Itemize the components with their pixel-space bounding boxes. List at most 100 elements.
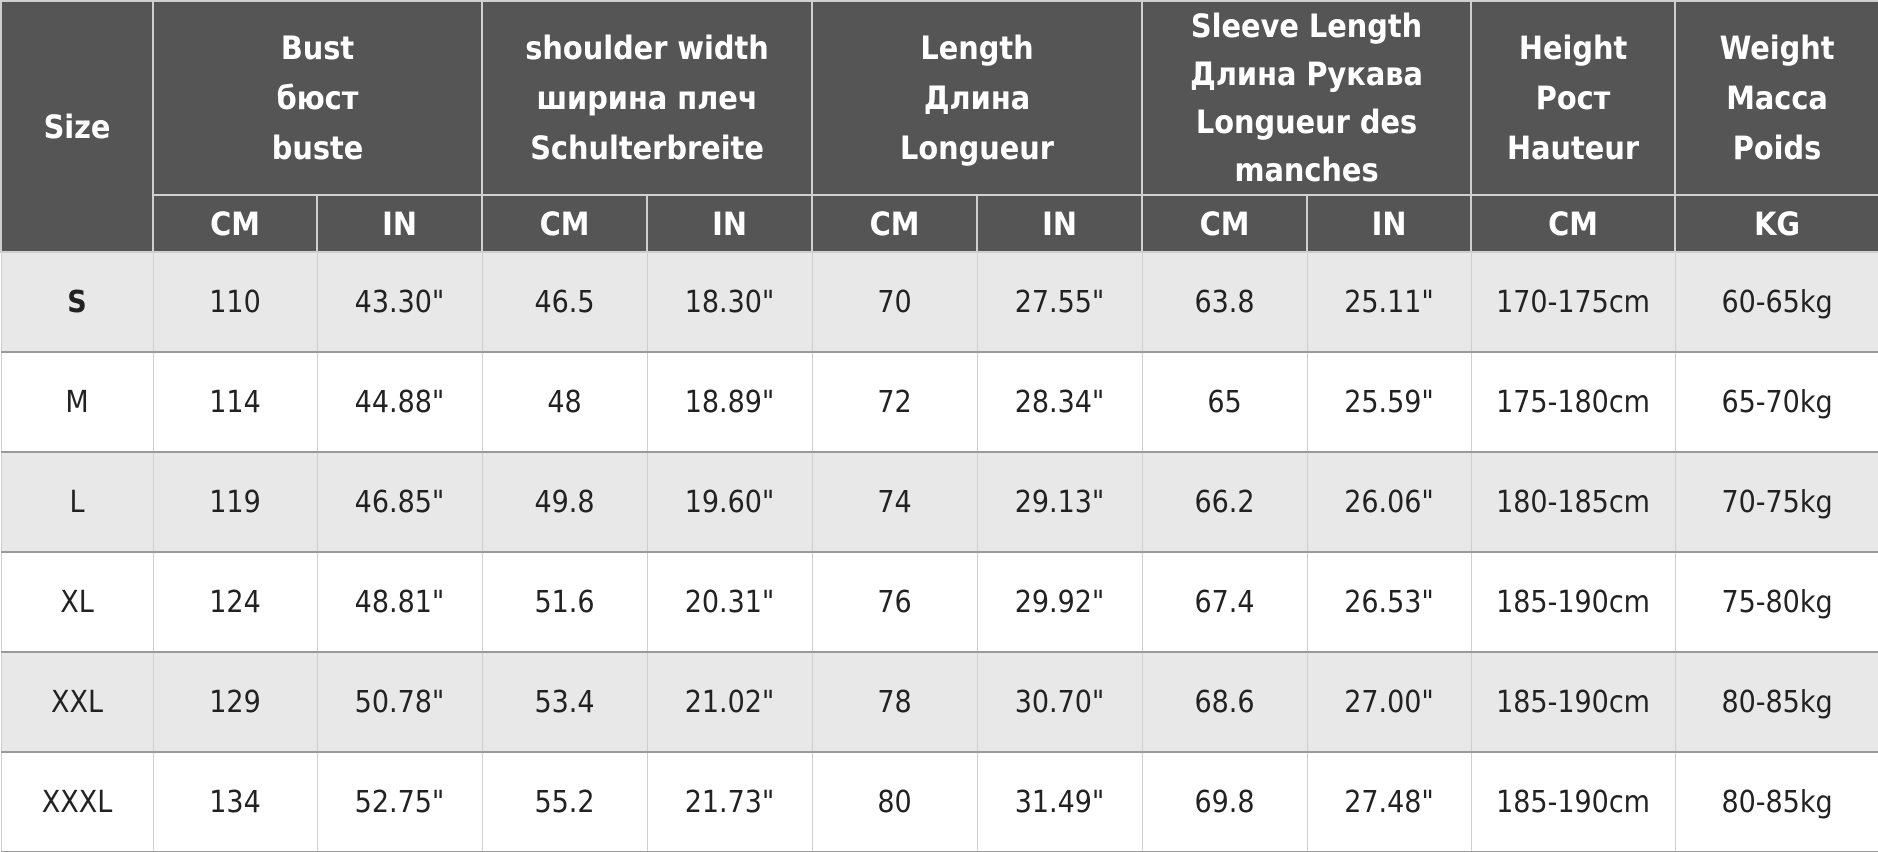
unit-header: IN (1306, 194, 1473, 253)
value-cell: 80-85kg (1674, 651, 1878, 753)
value-cell: 55.2 (481, 751, 648, 852)
data-row: XL 124 48.81" 51.6 20.31" 76 29.92" 67.4 26.53" 1… (0, 551, 1878, 653)
header-line: Длина Рукава (1190, 55, 1423, 93)
value-cell: 18.89" (646, 351, 813, 453)
data-row: L 119 46.85" 49.8 19.60" 74 29.13" 66.2 26.06" 18… (0, 451, 1878, 553)
value-cell: 52.75" (316, 751, 483, 852)
value-cell: 80 (811, 751, 978, 852)
header-line: Bust (280, 29, 355, 67)
value-cell: 27.55" (976, 251, 1143, 353)
header-line: Масса (1726, 79, 1828, 117)
value-cell: 48 (481, 351, 648, 453)
header-line: Sleeve Length (1190, 7, 1423, 45)
value-cell: 170-175cm (1470, 251, 1676, 353)
header-line: Longueur (900, 129, 1054, 167)
unit-header: IN (646, 194, 814, 253)
value-cell: 185-190cm (1470, 751, 1676, 852)
data-row: XXXL 134 52.75" 55.2 21.73" 80 31.49" 69.8 27.48… (0, 751, 1878, 852)
size-cell: M (0, 351, 154, 453)
value-cell: 69.8 (1141, 751, 1308, 852)
size-cell: L (0, 451, 154, 553)
size-cell: XXL (0, 651, 154, 753)
value-cell: 50.78" (316, 651, 483, 753)
value-cell: 129 (152, 651, 318, 753)
group-header: Length Длина Longueur (811, 0, 1144, 196)
value-cell: 60-65kg (1674, 251, 1878, 353)
value-cell: 65 (1141, 351, 1308, 453)
value-cell: 28.34" (976, 351, 1143, 453)
value-cell: 18.30" (646, 251, 813, 353)
size-cell: S (0, 251, 154, 353)
unit-header: KG (1674, 194, 1878, 253)
group-header: shoulder width ширина плеч Schulterbreite (481, 0, 814, 196)
value-cell: 114 (152, 351, 318, 453)
value-cell: 46.85" (316, 451, 483, 553)
value-cell: 76 (811, 551, 978, 653)
header-line: manches (1234, 151, 1379, 189)
value-cell: 134 (152, 751, 318, 852)
value-cell: 74 (811, 451, 978, 553)
value-cell: 19.60" (646, 451, 813, 553)
header-line: бюст (276, 79, 359, 117)
size-header: Size (0, 0, 154, 253)
unit-row: CM IN CM IN CM IN CM IN CM KG (1, 194, 1878, 253)
value-cell: 27.48" (1306, 751, 1472, 852)
value-cell: 25.59" (1306, 351, 1472, 453)
header-line: Weight (1719, 29, 1835, 67)
value-cell: 124 (152, 551, 318, 653)
header-line: Longueur des (1195, 103, 1418, 141)
value-cell: 21.73" (646, 751, 813, 852)
header-line: Hauteur (1507, 129, 1640, 167)
value-cell: 29.13" (976, 451, 1143, 553)
value-cell: 65-70kg (1674, 351, 1878, 453)
header-line: Poids (1732, 129, 1822, 167)
size-cell: XXXL (0, 751, 154, 852)
group-header: Weight Масса Poids (1674, 0, 1878, 196)
size-cell: XL (0, 551, 154, 653)
value-cell: 31.49" (976, 751, 1143, 852)
value-cell: 51.6 (481, 551, 648, 653)
value-cell: 46.5 (481, 251, 648, 353)
unit-header: CM (811, 194, 979, 253)
value-cell: 72 (811, 351, 978, 453)
header-line: Height (1518, 29, 1628, 67)
value-cell: 70-75kg (1674, 451, 1878, 553)
header-line: Schulterbreite (530, 129, 764, 167)
unit-header: CM (1470, 194, 1677, 253)
value-cell: 75-80kg (1674, 551, 1878, 653)
value-cell: 53.4 (481, 651, 648, 753)
value-cell: 29.92" (976, 551, 1143, 653)
value-cell: 70 (811, 251, 978, 353)
value-cell: 78 (811, 651, 978, 753)
value-cell: 67.4 (1141, 551, 1308, 653)
data-row: XXL 129 50.78" 53.4 21.02" 78 30.70" 68.6 27.00"… (0, 651, 1878, 753)
unit-header: CM (1141, 194, 1309, 253)
value-cell: 30.70" (976, 651, 1143, 753)
value-cell: 48.81" (316, 551, 483, 653)
value-cell: 110 (152, 251, 318, 353)
value-cell: 25.11" (1306, 251, 1472, 353)
value-cell: 26.53" (1306, 551, 1472, 653)
header-line: Длина (923, 79, 1031, 117)
value-cell: 21.02" (646, 651, 813, 753)
data-row: M 114 44.88" 48 18.89" 72 28.34" 65 25.59" 175-18… (0, 351, 1878, 453)
unit-header: CM (152, 194, 318, 253)
value-cell: 44.88" (316, 351, 483, 453)
value-cell: 63.8 (1141, 251, 1308, 353)
header-line: Рост (1535, 79, 1611, 117)
header-line: buste (271, 129, 364, 167)
header-row: Size Bust бюст buste shoulder width ширина пл… (0, 0, 1878, 253)
header-line: ширина плеч (536, 79, 758, 117)
value-cell: 68.6 (1141, 651, 1308, 753)
value-cell: 43.30" (316, 251, 483, 353)
header-line: Length (920, 29, 1034, 67)
value-cell: 119 (152, 451, 318, 553)
header-line: shoulder width (525, 29, 769, 67)
value-cell: 66.2 (1141, 451, 1308, 553)
value-cell: 175-180cm (1470, 351, 1676, 453)
value-cell: 185-190cm (1470, 551, 1676, 653)
unit-header: IN (315, 194, 484, 253)
value-cell: 26.06" (1306, 451, 1472, 553)
